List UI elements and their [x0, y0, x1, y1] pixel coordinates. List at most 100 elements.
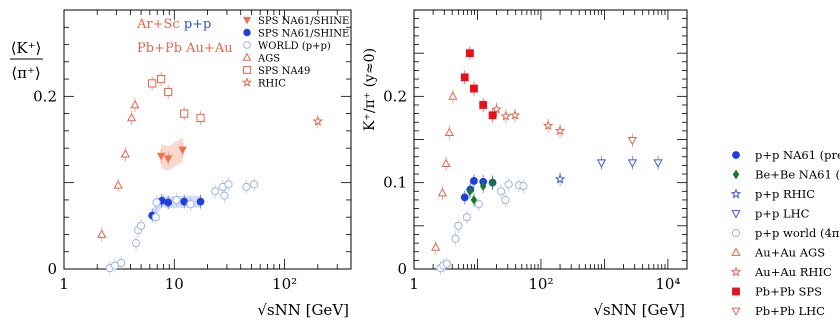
data-point: [120, 149, 130, 158]
data-point: [130, 99, 140, 109]
series-au-au-rhic-6: [491, 102, 566, 138]
chart-panel-1: 1 10 10² 0 0.2 √sNN [GeV] ⟨K⁺⟩ ⟨π⁺⟩ Ar+Sc p+p Pb+…: [10, 9, 352, 319]
series-pb-pb-sps-7: [460, 46, 497, 123]
data-point: [180, 109, 189, 118]
data-point: [442, 259, 452, 268]
data-point: [186, 200, 195, 209]
data-point: [454, 221, 463, 230]
data-point: [151, 213, 160, 222]
data-point: [242, 182, 251, 192]
legend-marker: [730, 266, 742, 277]
data-point: [489, 177, 496, 188]
x-tick-label: 1: [59, 275, 69, 293]
data-point: [126, 112, 137, 122]
x-axis-label: √sNN [GeV]: [593, 301, 685, 319]
data-point: [196, 197, 205, 206]
data-point: [172, 195, 181, 205]
data-point: [627, 159, 638, 168]
series-pb-pb-lhc-8: [627, 133, 638, 148]
legend-label: WORLD (p+p): [258, 41, 331, 52]
x-tick-label: 10²: [272, 275, 297, 293]
y-tick-label: 0: [397, 260, 407, 278]
data-point: [131, 239, 141, 248]
y-axis-label: K⁺/π⁺ (y≈0): [362, 48, 378, 131]
legend-marker: [243, 41, 251, 49]
data-point: [466, 49, 474, 58]
data-point: [479, 101, 488, 109]
legend-marker: [241, 77, 253, 87]
series-p-p-rhic-2: [554, 172, 566, 187]
data-point: [196, 113, 205, 123]
data-point: [462, 213, 471, 222]
legend-marker: [731, 228, 741, 238]
legend-label: Pb+Pb LHC: [755, 304, 825, 318]
series-world-p-p-2: [105, 177, 259, 276]
data-point: [117, 258, 126, 268]
data-point: [451, 234, 460, 243]
series-be-be-na61-1: [466, 175, 496, 207]
data-point: [509, 109, 521, 120]
legend-label: Au+Au AGS: [754, 246, 825, 260]
legend-marker: [243, 28, 251, 37]
y-axis-label-numerator: ⟨K⁺⟩: [11, 39, 42, 57]
legend-marker: [243, 66, 251, 74]
series-sps-na61-shine-0: [156, 142, 187, 166]
legend-label: SPS NA49: [258, 66, 310, 77]
legend-label: RHIC: [258, 79, 286, 90]
data-point: [113, 180, 123, 189]
data-point: [164, 87, 173, 97]
legend-marker: [731, 307, 741, 316]
series-sps-na49-4: [148, 72, 205, 125]
data-point: [224, 180, 233, 189]
y-tick-label: 0.2: [383, 87, 407, 105]
data-point: [136, 221, 146, 230]
data-point: [653, 159, 663, 168]
series-ags-3: [97, 97, 140, 242]
data-point: [448, 91, 458, 100]
series-p-p-lhc-3: [596, 155, 663, 170]
data-point: [152, 198, 161, 207]
data-point: [156, 152, 166, 161]
legend-marker: [731, 210, 741, 219]
data-point: [627, 136, 638, 146]
chart-panel-2: 1 10² 10⁴ 0 0.1 0.2 √sNN [GeV] K⁺/π⁺ (y≈0) p+p N…: [362, 9, 840, 319]
legend-marker: [242, 16, 252, 25]
x-tick-label: 10: [165, 275, 184, 293]
data-point: [97, 229, 107, 238]
data-point: [157, 74, 166, 84]
series-p-p-world-4-4: [436, 177, 528, 276]
data-point: [596, 159, 607, 168]
y-axis-label-denominator: ⟨π⁺⟩: [11, 64, 40, 82]
data-point: [488, 111, 497, 120]
legend-marker: [732, 151, 740, 159]
data-point: [466, 186, 474, 197]
data-point: [250, 180, 259, 189]
legend-marker: [731, 247, 741, 256]
legend-label: Pb+Pb SPS: [755, 285, 822, 299]
legend-label: Au+Au RHIC: [754, 265, 832, 279]
annotation-heavy-ion: Pb+Pb Au+Au: [137, 41, 233, 56]
legend-label: p+p LHC: [755, 207, 810, 221]
x-tick-label: 10⁴: [655, 275, 680, 293]
data-point: [164, 198, 173, 207]
data-point: [470, 177, 478, 185]
y-tick-label: 0.2: [33, 87, 57, 105]
y-tick-label: 0.1: [383, 174, 407, 192]
series-rhic-5: [312, 114, 324, 129]
legend-label: p+p NA61 (pre: [755, 148, 840, 162]
series-au-au-ags-5: [431, 89, 458, 255]
legend: p+p NA61 (pre Be+Be NA61 (p+p RHIC p+p LHC…: [730, 148, 840, 318]
data-point: [470, 84, 478, 93]
data-point: [211, 187, 220, 196]
data-point: [178, 146, 187, 155]
data-point: [479, 181, 487, 191]
legend-marker: [730, 188, 742, 199]
data-point: [500, 110, 512, 121]
data-point: [312, 115, 324, 126]
data-point: [220, 191, 229, 200]
legend-label: SPS NA61/SHINE: [258, 16, 349, 27]
data-point: [148, 79, 157, 88]
data-point: [554, 173, 566, 184]
